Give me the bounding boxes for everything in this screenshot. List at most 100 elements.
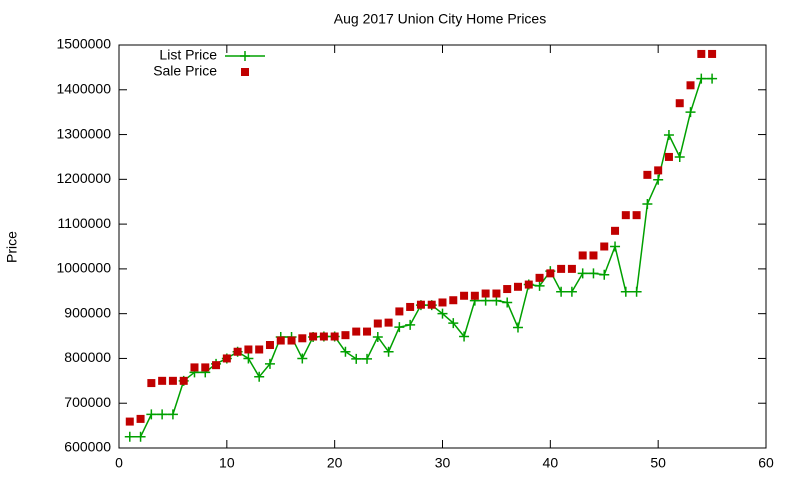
data-point	[708, 49, 717, 58]
data-point	[621, 211, 630, 220]
y-tick-label: 900000	[64, 304, 111, 320]
data-point	[254, 371, 265, 382]
data-point	[481, 289, 490, 298]
data-point	[406, 302, 415, 311]
legend-label: List Price	[159, 47, 217, 63]
data-point	[157, 409, 168, 420]
data-point	[179, 376, 188, 385]
data-point	[664, 152, 673, 161]
data-point	[276, 336, 285, 345]
x-tick-label: 50	[650, 455, 666, 471]
x-tick-label: 60	[758, 455, 774, 471]
data-point	[642, 198, 653, 209]
data-point	[384, 318, 393, 327]
y-tick-label: 800000	[64, 349, 111, 365]
data-point	[330, 332, 339, 341]
data-point	[675, 99, 684, 108]
data-point	[136, 414, 145, 423]
data-point	[125, 417, 134, 426]
data-point	[352, 327, 361, 336]
data-point	[351, 353, 362, 364]
data-point	[577, 268, 588, 279]
data-point	[427, 300, 436, 309]
data-point	[297, 353, 308, 364]
data-point	[643, 170, 652, 179]
data-point	[158, 376, 167, 385]
data-point	[674, 151, 685, 162]
data-point	[394, 322, 405, 333]
data-point	[503, 285, 512, 294]
data-point	[298, 334, 307, 343]
data-point	[448, 318, 459, 329]
data-point	[470, 291, 479, 300]
data-point	[620, 286, 631, 297]
data-point	[460, 291, 469, 300]
data-point	[534, 280, 545, 291]
legend-label: Sale Price	[153, 63, 217, 79]
y-tick-label: 1000000	[56, 260, 111, 276]
data-point	[265, 341, 274, 350]
data-point	[255, 345, 264, 354]
data-point	[653, 174, 664, 185]
x-tick-label: 20	[327, 455, 343, 471]
data-point	[124, 431, 135, 442]
data-point	[578, 251, 587, 260]
data-point	[696, 73, 707, 84]
data-point	[707, 73, 718, 84]
x-tick-label: 40	[543, 455, 559, 471]
data-point	[589, 251, 598, 260]
data-point	[556, 286, 567, 297]
data-point	[201, 363, 210, 372]
y-tick-label: 1300000	[56, 125, 111, 141]
chart-title: Aug 2017 Union City Home Prices	[334, 11, 546, 27]
data-point	[524, 280, 533, 289]
y-tick-label: 1200000	[56, 170, 111, 186]
data-point	[686, 81, 695, 90]
data-point	[287, 336, 296, 345]
data-point	[416, 300, 425, 309]
data-point	[264, 358, 275, 369]
x-tick-label: 0	[115, 455, 123, 471]
data-point	[147, 379, 156, 388]
y-tick-label: 1500000	[56, 36, 111, 52]
data-point	[513, 282, 522, 291]
data-point	[449, 296, 458, 305]
data-point	[600, 242, 609, 251]
legend-marker	[241, 68, 249, 76]
data-point	[373, 319, 382, 328]
data-point	[167, 409, 178, 420]
data-point	[395, 307, 404, 316]
data-point	[340, 346, 351, 357]
data-point	[611, 226, 620, 235]
data-point	[588, 268, 599, 279]
data-point	[492, 289, 501, 298]
data-point	[610, 241, 621, 252]
data-point	[663, 130, 674, 141]
y-tick-label: 1100000	[58, 215, 112, 231]
data-point	[535, 273, 544, 282]
data-point	[243, 353, 254, 364]
data-point	[631, 286, 642, 297]
data-point	[362, 353, 373, 364]
data-point	[546, 269, 555, 278]
data-point	[459, 331, 470, 342]
data-point	[437, 308, 448, 319]
data-point	[685, 107, 696, 118]
data-point	[438, 298, 447, 307]
data-point	[168, 376, 177, 385]
data-point	[135, 431, 146, 442]
data-point	[319, 332, 328, 341]
data-point	[599, 269, 610, 280]
data-point	[567, 264, 576, 273]
y-tick-label: 700000	[64, 394, 111, 410]
data-point	[512, 322, 523, 333]
data-point	[383, 346, 394, 357]
x-tick-label: 10	[219, 455, 235, 471]
data-point	[557, 264, 566, 273]
data-point	[190, 363, 199, 372]
data-point	[146, 409, 157, 420]
data-point	[654, 166, 663, 175]
y-tick-label: 1400000	[56, 80, 111, 96]
